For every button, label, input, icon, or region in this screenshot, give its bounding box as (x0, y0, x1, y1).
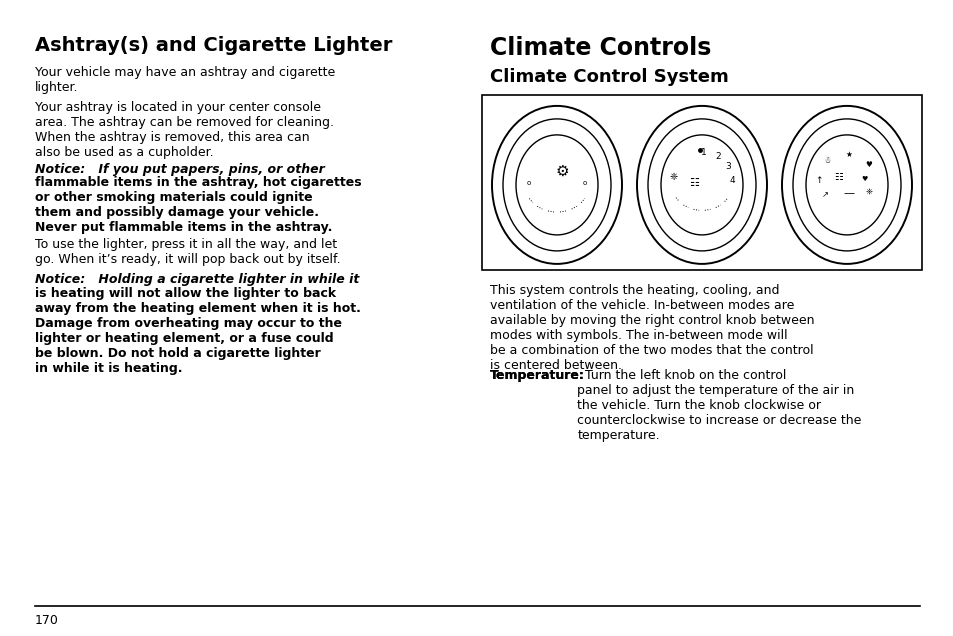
Text: ❈: ❈ (864, 186, 872, 195)
Text: To use the lighter, press it in all the way, and let
go. When it’s ready, it wil: To use the lighter, press it in all the … (35, 238, 340, 266)
Text: ♥: ♥ (861, 176, 867, 182)
Text: 3: 3 (724, 162, 730, 171)
Text: 2: 2 (715, 153, 720, 162)
Text: o: o (526, 180, 531, 186)
Ellipse shape (792, 119, 900, 251)
Text: Turn the left knob on the control
panel to adjust the temperature of the air in
: Turn the left knob on the control panel … (577, 370, 861, 443)
Text: Notice:   Holding a cigarette lighter in while it: Notice: Holding a cigarette lighter in w… (35, 273, 359, 286)
Ellipse shape (647, 119, 755, 251)
Text: 170: 170 (35, 614, 59, 627)
Text: Ashtray(s) and Cigarette Lighter: Ashtray(s) and Cigarette Lighter (35, 36, 392, 55)
Text: is heating will not allow the lighter to back
away from the heating element when: is heating will not allow the lighter to… (35, 287, 360, 375)
Bar (481, 95, 921, 270)
Ellipse shape (502, 119, 610, 251)
Text: o: o (582, 180, 586, 186)
Ellipse shape (492, 106, 621, 264)
Text: ❈: ❈ (669, 172, 678, 182)
Text: flammable items in the ashtray, hot cigarettes
or other smoking materials could : flammable items in the ashtray, hot ciga… (35, 176, 361, 234)
Text: Temperature:: Temperature: (490, 370, 584, 382)
Text: ↑: ↑ (815, 176, 821, 186)
Ellipse shape (660, 135, 742, 235)
Text: 1: 1 (700, 148, 706, 157)
Text: ♥: ♥ (864, 160, 872, 169)
Text: ★: ★ (844, 150, 852, 160)
Text: ☷: ☷ (688, 178, 699, 188)
Ellipse shape (805, 135, 887, 235)
Ellipse shape (781, 106, 911, 264)
Ellipse shape (637, 106, 766, 264)
Text: Notice:   If you put papers, pins, or other: Notice: If you put papers, pins, or othe… (35, 163, 324, 176)
Text: ↗: ↗ (821, 190, 827, 200)
Text: ☃: ☃ (822, 156, 830, 165)
Text: 4: 4 (728, 176, 734, 186)
Text: Climate Controls: Climate Controls (490, 36, 711, 60)
Text: —: — (842, 188, 854, 198)
Text: Climate Control System: Climate Control System (490, 69, 728, 86)
Text: Temperature:: Temperature: (490, 370, 584, 382)
Text: ⚙: ⚙ (555, 163, 568, 179)
Text: Your vehicle may have an ashtray and cigarette
lighter.: Your vehicle may have an ashtray and cig… (35, 66, 335, 93)
Text: ☷: ☷ (834, 172, 842, 182)
Text: Your ashtray is located in your center console
area. The ashtray can be removed : Your ashtray is located in your center c… (35, 100, 334, 159)
Text: This system controls the heating, cooling, and
ventilation of the vehicle. In-be: This system controls the heating, coolin… (490, 284, 814, 373)
Ellipse shape (516, 135, 598, 235)
